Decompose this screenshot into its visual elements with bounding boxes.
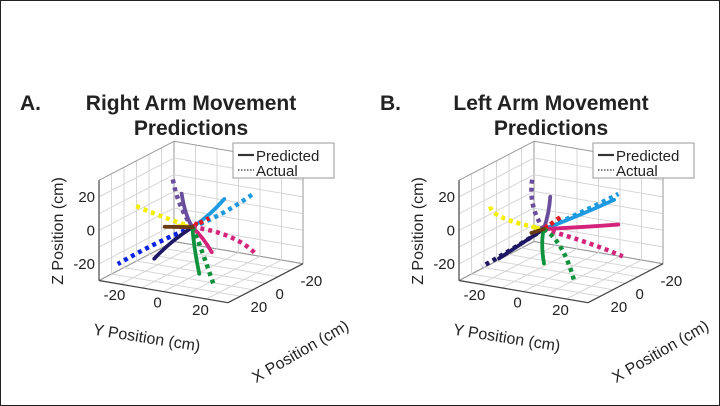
- legend-label: Predicted: [616, 148, 679, 165]
- y-tick-label: -20: [464, 287, 486, 304]
- predicted-trajectory-3: [541, 194, 553, 231]
- legend-box: [592, 142, 695, 179]
- z-tick-label: 0: [87, 222, 95, 239]
- z-tick-label: 20: [438, 189, 455, 206]
- predicted-trajectory-11: [152, 225, 195, 261]
- floor-grid-line: [483, 267, 614, 291]
- x-tick-label: 20: [251, 299, 268, 316]
- z-tick-label: -20: [73, 256, 95, 273]
- legend-label: Actual: [616, 163, 658, 180]
- floor-grid-line: [471, 273, 601, 297]
- y-axis-label: Y Position (cm): [92, 322, 202, 356]
- chart-title-line-1: Right Arm Movement: [86, 92, 296, 115]
- y-tick-label: 0: [513, 295, 521, 312]
- z-axis-label: Z Position (cm): [410, 177, 427, 285]
- y-axis-line: [458, 279, 589, 304]
- actual-trajectory-8: [192, 224, 259, 257]
- predicted-trajectory-12: [540, 227, 546, 266]
- y-tick-label: 0: [153, 295, 161, 312]
- legend-box: [232, 142, 335, 179]
- legend-label: Predicted: [256, 148, 319, 165]
- x-tick-label: -20: [661, 273, 683, 290]
- x-tick-label: -20: [301, 273, 323, 290]
- predicted-trajectory-3: [179, 191, 195, 230]
- panel-label: A.: [20, 92, 41, 115]
- z-axis-label: Z Position (cm): [50, 177, 67, 285]
- x-axis-line: [227, 263, 304, 304]
- actual-trajectory-11: [480, 227, 546, 269]
- x-axis-line: [587, 263, 664, 304]
- predicted-trajectory-14: [529, 227, 546, 235]
- wall-grid-line: [98, 157, 175, 198]
- x-axis-label: X Position (cm): [250, 318, 352, 387]
- actual-trajectory-13: [190, 226, 217, 289]
- y-axis-line: [98, 279, 229, 304]
- chart-title-line-2: Predictions: [494, 117, 608, 140]
- y-axis-label: Y Position (cm): [452, 322, 562, 356]
- y-tick-label: -20: [104, 287, 126, 304]
- x-axis-label: X Position (cm): [610, 318, 712, 387]
- actual-trajectory-4: [191, 191, 256, 230]
- x-tick-label: 20: [611, 299, 628, 316]
- legend-label: Actual: [256, 163, 298, 180]
- floor-grid-line: [566, 259, 642, 300]
- predicted-trajectory-5: [541, 197, 617, 231]
- x-tick-label: 0: [636, 286, 644, 303]
- actual-trajectory-7: [543, 226, 624, 259]
- actual-trajectory-0: [131, 202, 194, 230]
- floor-grid-line: [111, 273, 241, 297]
- actual-trajectory-2: [170, 178, 195, 229]
- wall-grid-line: [458, 157, 535, 198]
- chart-title-line-2: Predictions: [134, 117, 248, 140]
- floor-grid-line: [123, 267, 254, 291]
- y-tick-label: 20: [552, 302, 569, 319]
- panel-label: B.: [380, 92, 401, 115]
- panel-a: -20 0 20 -20 0 20 -20 0 20 Z Position (cm) Y Posit…: [20, 92, 352, 387]
- wall-grid-line: [458, 140, 535, 181]
- actual-trajectory-2: [529, 176, 546, 231]
- x-tick-label: 0: [276, 286, 284, 303]
- chart-title-line-1: Left Arm Movement: [453, 92, 648, 115]
- z-tick-label: 0: [447, 222, 455, 239]
- z-tick-label: -20: [433, 256, 455, 273]
- wall-grid-line: [98, 140, 175, 181]
- floor-grid-line: [206, 259, 282, 300]
- z-tick-label: 20: [78, 189, 95, 206]
- actual-trajectory-13: [542, 227, 577, 282]
- y-tick-label: 20: [192, 302, 209, 319]
- predicted-trajectory-6: [541, 222, 621, 231]
- panel-b: -20 0 20 -20 0 20 -20 0 20 Z Position (cm) Y Posit…: [380, 92, 712, 387]
